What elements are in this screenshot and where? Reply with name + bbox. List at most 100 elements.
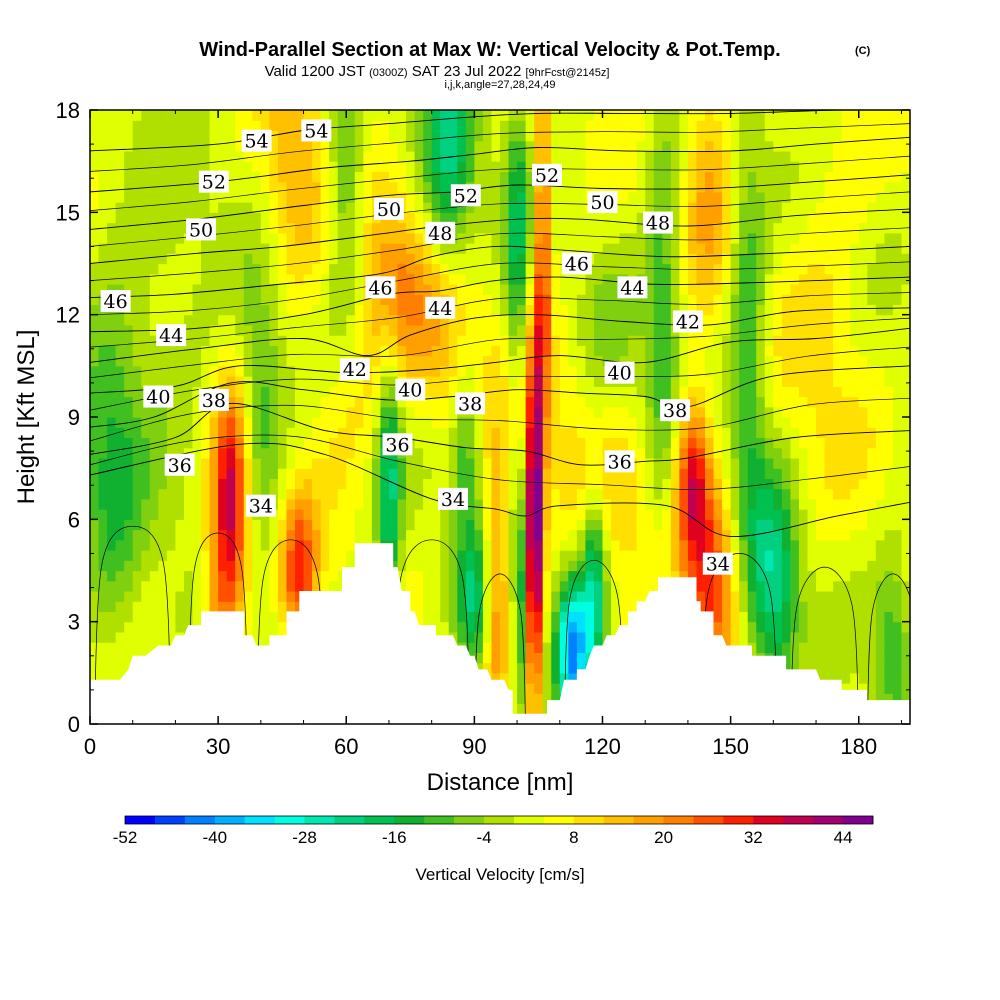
- velocity-cell: [867, 222, 877, 234]
- velocity-cell: [90, 519, 100, 531]
- velocity-cell: [175, 253, 185, 265]
- velocity-cell: [593, 273, 604, 285]
- velocity-cell: [115, 560, 125, 572]
- velocity-cell: [295, 406, 305, 418]
- velocity-cell: [517, 509, 527, 520]
- velocity-cell: [500, 427, 510, 439]
- velocity-cell: [226, 488, 236, 500]
- velocity-cell: [542, 335, 552, 346]
- velocity-cell: [508, 601, 518, 613]
- velocity-cell: [98, 642, 108, 653]
- velocity-cell: [747, 273, 757, 285]
- velocity-cell: [867, 253, 877, 265]
- velocity-cell: [183, 396, 194, 408]
- velocity-cell: [628, 345, 638, 357]
- velocity-cell: [107, 662, 117, 674]
- velocity-cell: [858, 550, 868, 561]
- velocity-cell: [773, 365, 783, 377]
- velocity-cell: [158, 191, 168, 203]
- velocity-cell: [414, 560, 424, 572]
- velocity-cell: [901, 263, 910, 275]
- velocity-cell: [90, 437, 100, 449]
- velocity-cell: [884, 662, 894, 674]
- velocity-cell: [593, 621, 604, 633]
- velocity-cell: [260, 621, 270, 633]
- velocity-cell: [149, 345, 159, 357]
- velocity-cell: [841, 539, 851, 551]
- velocity-cell: [457, 345, 467, 357]
- velocity-cell: [440, 611, 450, 623]
- velocity-cell: [824, 386, 834, 398]
- velocity-cell: [337, 560, 347, 572]
- velocity-cell: [576, 539, 587, 551]
- velocity-cell: [824, 202, 834, 213]
- velocity-cell: [764, 212, 774, 224]
- velocity-cell: [875, 396, 885, 408]
- velocity-cell: [559, 652, 569, 664]
- velocity-cell: [329, 580, 339, 592]
- velocity-cell: [166, 601, 177, 613]
- velocity-cell: [892, 601, 903, 613]
- velocity-cell: [183, 550, 194, 561]
- velocity-cell: [739, 488, 749, 500]
- velocity-cell: [602, 406, 612, 418]
- velocity-cell: [295, 365, 305, 377]
- velocity-cell: [687, 386, 698, 398]
- velocity-cell: [303, 417, 313, 428]
- velocity-cell: [500, 417, 510, 428]
- velocity-cell: [329, 550, 339, 561]
- velocity-cell: [534, 550, 544, 561]
- velocity-cell: [406, 519, 416, 531]
- velocity-cell: [798, 631, 809, 643]
- velocity-cell: [628, 314, 638, 326]
- velocity-cell: [209, 304, 219, 316]
- velocity-cell: [500, 376, 510, 387]
- velocity-cell: [132, 376, 142, 387]
- velocity-cell: [517, 345, 527, 357]
- velocity-cell: [457, 355, 467, 367]
- velocity-cell: [474, 652, 484, 664]
- velocity-cell: [414, 478, 424, 490]
- velocity-cell: [286, 396, 296, 408]
- velocity-cell: [696, 386, 706, 398]
- velocity-cell: [277, 386, 288, 398]
- velocity-cell: [115, 396, 125, 408]
- velocity-cell: [149, 550, 159, 561]
- velocity-cell: [867, 683, 877, 694]
- velocity-cell: [790, 191, 800, 203]
- velocity-cell: [730, 191, 740, 203]
- velocity-cell: [517, 386, 527, 398]
- velocity-cell: [132, 345, 142, 357]
- velocity-cell: [619, 488, 629, 500]
- velocity-cell: [636, 191, 646, 203]
- velocity-cell: [192, 345, 202, 357]
- velocity-cell: [141, 621, 151, 633]
- velocity-cell: [107, 202, 117, 213]
- velocity-cell: [141, 253, 151, 265]
- velocity-cell: [226, 539, 236, 551]
- velocity-cell: [141, 478, 151, 490]
- velocity-cell: [312, 212, 322, 224]
- velocity-cell: [713, 283, 723, 295]
- velocity-cell: [901, 560, 910, 572]
- velocity-cell: [619, 478, 629, 490]
- velocity-cell: [166, 273, 177, 285]
- velocity-cell: [756, 417, 766, 428]
- velocity-cell: [858, 304, 868, 316]
- velocity-cell: [816, 212, 826, 224]
- velocity-cell: [226, 550, 236, 561]
- velocity-cell: [730, 273, 740, 285]
- velocity-cell: [858, 376, 868, 387]
- velocity-cell: [525, 191, 535, 203]
- velocity-cell: [705, 324, 715, 336]
- velocity-cell: [798, 601, 809, 613]
- velocity-cell: [559, 417, 569, 428]
- velocity-cell: [875, 529, 885, 541]
- velocity-cell: [397, 417, 407, 428]
- velocity-cell: [269, 314, 279, 326]
- velocity-cell: [482, 283, 493, 295]
- velocity-cell: [115, 232, 125, 244]
- velocity-cell: [252, 355, 262, 367]
- velocity-cell: [696, 539, 706, 551]
- velocity-cell: [371, 396, 382, 408]
